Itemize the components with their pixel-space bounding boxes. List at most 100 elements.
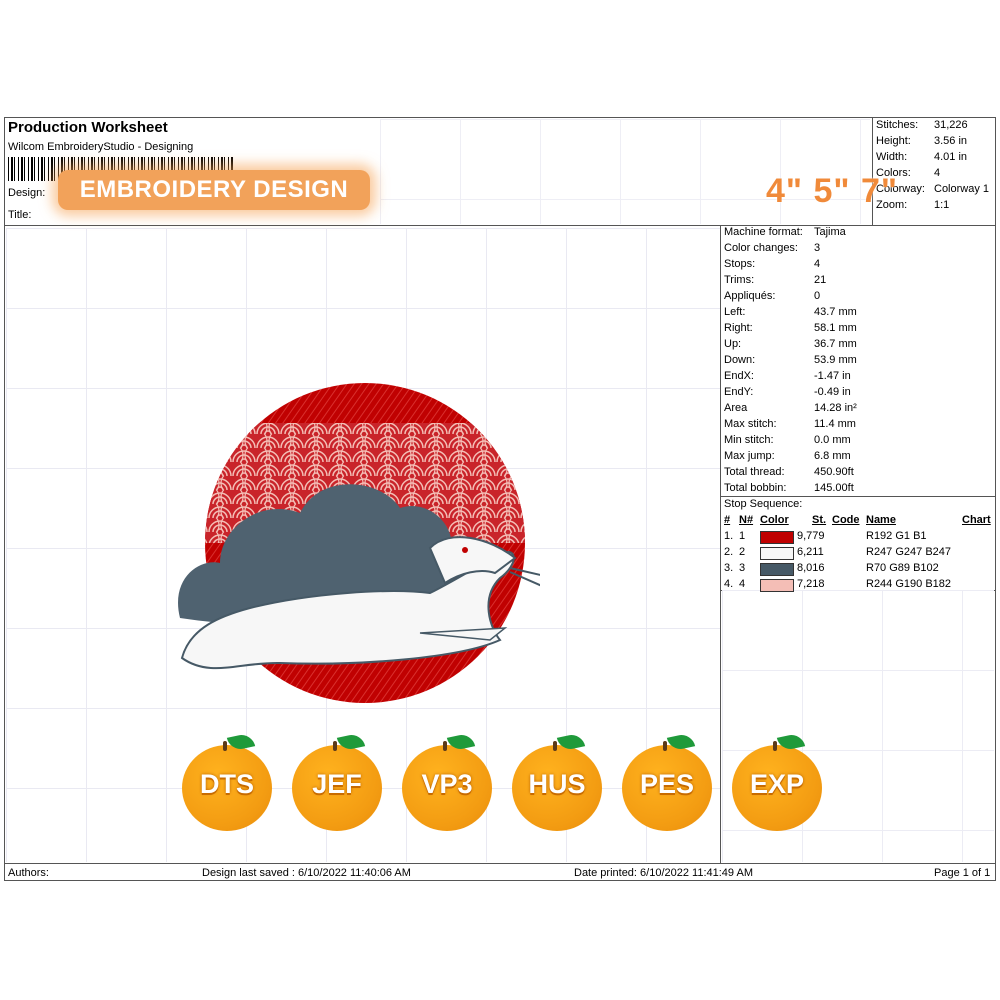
- summary-value: 4: [934, 167, 941, 179]
- app-subtitle: Wilcom EmbroideryStudio - Designing: [8, 141, 194, 153]
- worksheet-frame: [4, 117, 996, 881]
- format-label: HUS: [528, 769, 586, 799]
- col-n: N#: [739, 514, 754, 526]
- orange-fruit-icon: [732, 745, 822, 831]
- orange-fruit-icon: [182, 745, 272, 831]
- stop-row-stitches: 6,211: [797, 546, 824, 558]
- detail-label: Total bobbin:: [724, 482, 787, 494]
- stem-icon: [663, 741, 667, 751]
- col-color: Color: [760, 514, 789, 526]
- summary-value: 1:1: [934, 199, 950, 211]
- footer-divider: [4, 863, 996, 864]
- detail-value: 21: [814, 274, 827, 286]
- color-swatch: [760, 531, 794, 544]
- detail-value: 3: [814, 242, 821, 254]
- col-code: Code: [832, 514, 860, 526]
- orange-fruit-icon: [622, 745, 712, 831]
- wolf-whiskers: [509, 567, 540, 587]
- stop-row-color-name: R192 G1 B1: [866, 530, 927, 542]
- detail-label: Stops:: [724, 258, 756, 270]
- col-name: Name: [866, 514, 896, 526]
- format-label: DTS: [200, 769, 254, 799]
- summary-value: 31,226: [934, 119, 968, 131]
- detail-label: Min stitch:: [724, 434, 774, 446]
- title-label: Title:: [8, 209, 32, 221]
- stem-icon: [223, 741, 227, 751]
- detail-value: 14.28 in²: [814, 402, 857, 414]
- stem-icon: [553, 741, 557, 751]
- summary-divider: [872, 117, 873, 225]
- detail-label: Area: [724, 402, 748, 414]
- summary-label: Colors:: [876, 167, 911, 179]
- col-chart: Chart: [962, 514, 991, 526]
- header-divider: [4, 225, 996, 226]
- format-label: JEF: [312, 769, 362, 799]
- stop-row-needle: 2: [739, 546, 746, 558]
- format-label: PES: [639, 769, 695, 799]
- stem-icon: [443, 741, 447, 751]
- detail-value: 6.8 mm: [814, 450, 851, 462]
- detail-value: 0: [814, 290, 821, 302]
- stem-icon: [333, 741, 337, 751]
- summary-label: Width:: [876, 151, 908, 163]
- detail-value: 450.90ft: [814, 466, 854, 478]
- format-badge-hus: HUS: [510, 732, 604, 833]
- color-swatch: [760, 579, 794, 592]
- footer-last-saved: Design last saved : 6/10/2022 11:40:06 A…: [202, 867, 411, 879]
- color-swatch: [760, 563, 794, 576]
- detail-label: EndX:: [724, 370, 754, 382]
- detail-label: Max jump:: [724, 450, 775, 462]
- detail-label: Up:: [724, 338, 742, 350]
- summary-value: 4.01 in: [934, 151, 968, 163]
- stop-row-color-name: R247 G247 B247: [866, 546, 952, 558]
- stop-row-needle: 4: [739, 578, 746, 590]
- summary-label: Colorway:: [876, 183, 925, 195]
- stop-row-color-name: R244 G190 B182: [866, 578, 952, 590]
- stop-sequence-title: Stop Sequence:: [724, 498, 803, 510]
- detail-value: 11.4 mm: [814, 418, 856, 430]
- col-num: #: [724, 514, 731, 526]
- footer-date-printed: Date printed: 6/10/2022 11:41:49 AM: [574, 867, 753, 879]
- detail-value: -1.47 in: [814, 370, 851, 382]
- stop-row-index: 4.: [724, 578, 734, 590]
- design-label: Design:: [8, 187, 46, 199]
- hoop-sizes-label: 4" 5" 7": [766, 172, 898, 210]
- summary-label: Stitches:: [876, 119, 919, 131]
- detail-label: Max stitch:: [724, 418, 777, 430]
- wolf-paw: [419, 627, 508, 641]
- format-label: VP3: [421, 769, 473, 799]
- page-title: Production Worksheet: [8, 119, 168, 136]
- detail-label: Right:: [724, 322, 753, 334]
- format-badge-exp: EXP: [730, 732, 824, 833]
- detail-label: Machine format:: [724, 226, 803, 238]
- stop-row-stitches: 7,218: [797, 578, 825, 590]
- stop-row-index: 3.: [724, 562, 734, 574]
- detail-label: Down:: [724, 354, 756, 366]
- detail-label: Appliqués:: [724, 290, 776, 302]
- stop-row-stitches: 9,779: [797, 530, 825, 542]
- format-badge-jef: JEF: [290, 732, 384, 833]
- format-badge-pes: PES: [620, 732, 714, 833]
- orange-fruit-icon: [402, 745, 492, 831]
- detail-value: Tajima: [814, 226, 846, 238]
- detail-value: 53.9 mm: [814, 354, 857, 366]
- detail-value: 36.7 mm: [814, 338, 857, 350]
- orange-fruit-icon: [292, 745, 382, 831]
- footer-authors: Authors:: [8, 867, 49, 879]
- wolf-head: [428, 536, 517, 585]
- stop-row-stitches: 8,016: [797, 562, 825, 574]
- color-swatch: [760, 547, 794, 560]
- detail-label: Total thread:: [724, 466, 785, 478]
- detail-label: Left:: [724, 306, 746, 318]
- stop-row-index: 2.: [724, 546, 734, 558]
- detail-value: -0.49 in: [814, 386, 851, 398]
- detail-label: Trims:: [724, 274, 755, 286]
- summary-label: Height:: [876, 135, 911, 147]
- detail-label: Color changes:: [724, 242, 798, 254]
- stop-row-color-name: R70 G89 B102: [866, 562, 939, 574]
- embroidery-design-badge: EMBROIDERY DESIGN: [58, 170, 370, 210]
- stop-row-needle: 3: [739, 562, 746, 574]
- wolf-eye: [462, 547, 468, 553]
- stop-row-needle: 1: [739, 530, 746, 542]
- detail-value: 0.0 mm: [814, 434, 851, 446]
